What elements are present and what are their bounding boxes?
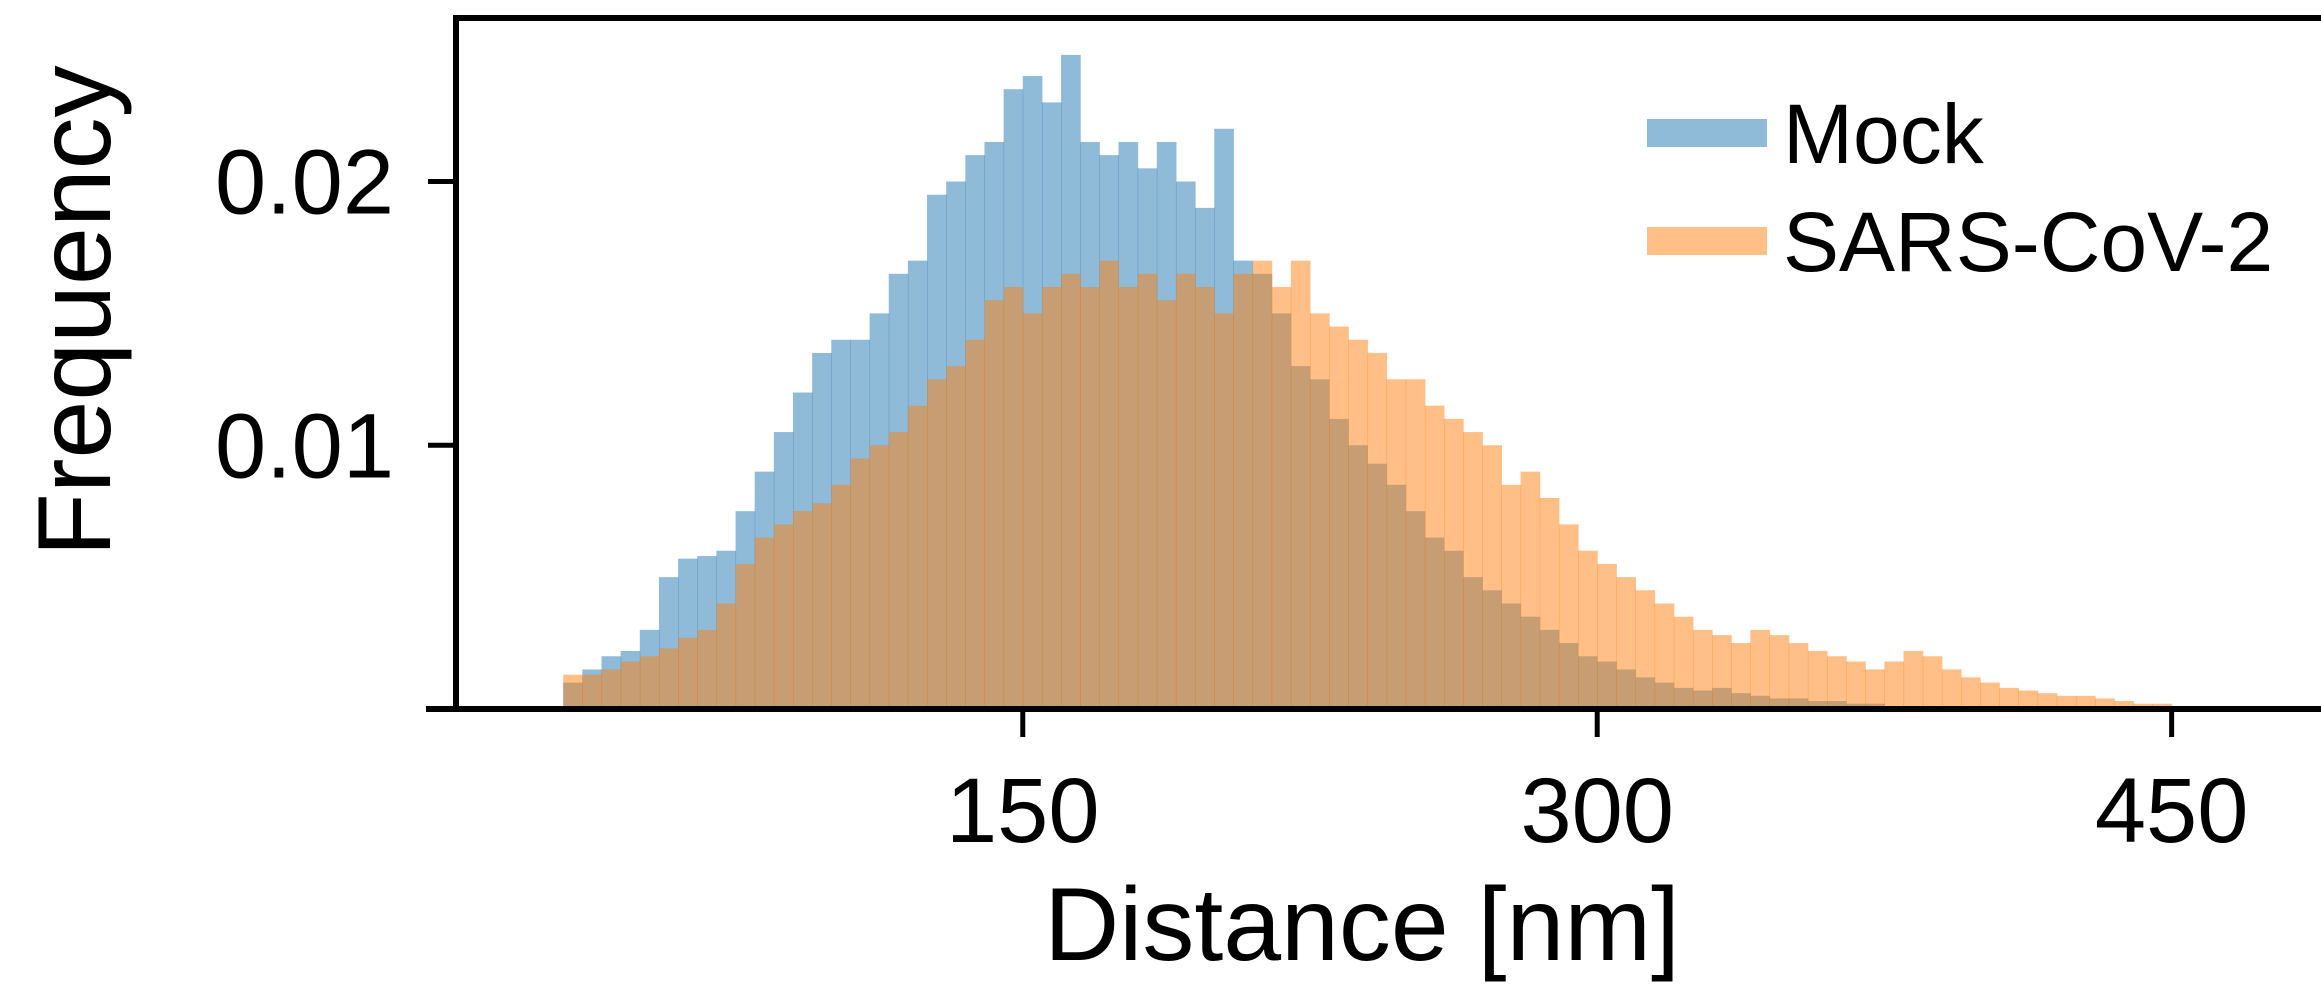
- histogram-bar: [1253, 261, 1273, 709]
- x-tick-label: 300: [1520, 760, 1674, 862]
- histogram-bar: [1080, 287, 1100, 709]
- histogram-bar: [1521, 472, 1541, 709]
- page: Distance [nm] Frequency 0.01 0.02 150 300 45…: [0, 0, 2321, 997]
- histogram-bar: [1540, 498, 1560, 709]
- histogram-bar: [1310, 313, 1330, 709]
- histogram-bar: [1961, 677, 1981, 709]
- histogram-bar: [716, 604, 736, 709]
- histogram-bar: [1348, 340, 1368, 709]
- histogram-bar: [870, 445, 890, 709]
- legend-swatch: [1647, 227, 1767, 255]
- x-tick-label: 150: [946, 760, 1100, 862]
- histogram-bar: [563, 675, 583, 709]
- histogram-bar: [984, 300, 1004, 709]
- histogram-bar: [1636, 590, 1656, 709]
- histogram-bar: [1616, 577, 1636, 709]
- histogram-bar: [582, 675, 602, 709]
- histogram-bar: [697, 630, 717, 709]
- histogram-bar: [678, 638, 698, 709]
- histogram-bar: [1387, 379, 1407, 709]
- histogram-bar: [1233, 274, 1253, 709]
- histogram-bar: [1042, 287, 1062, 709]
- histogram-bar: [1789, 643, 1809, 709]
- histogram-bar: [1712, 635, 1732, 709]
- histogram-bar: [965, 340, 985, 709]
- histogram-bar: [1406, 379, 1426, 709]
- histogram-bar: [1865, 669, 1885, 709]
- histogram-bar: [1559, 524, 1579, 709]
- histogram-bar: [1023, 313, 1043, 709]
- x-axis-label: Distance [nm]: [1044, 867, 1680, 983]
- histogram-bar: [793, 511, 813, 709]
- histogram-bar: [1463, 432, 1483, 709]
- histogram-bar: [1750, 630, 1770, 709]
- histogram-bar: [812, 503, 832, 709]
- histogram-bar: [1425, 406, 1445, 709]
- histogram-bar: [1138, 274, 1158, 709]
- histogram-bar: [1367, 353, 1387, 709]
- histogram-bar: [1693, 630, 1713, 709]
- y-axis-label: Frequency: [17, 65, 133, 556]
- histogram-bar: [1214, 313, 1234, 709]
- histogram-bar: [1099, 261, 1119, 709]
- histogram-bar: [755, 538, 775, 709]
- histogram-bar: [1061, 274, 1081, 709]
- chart: Distance [nm] Frequency 0.01 0.02 150 300 45…: [0, 0, 2321, 997]
- histogram-bar: [1272, 287, 1292, 709]
- histogram-bar: [1999, 688, 2019, 709]
- histogram-bar: [1501, 485, 1521, 709]
- histogram-bar: [1674, 617, 1694, 709]
- histogram-bar: [640, 656, 660, 709]
- histogram-bar: [1329, 327, 1349, 709]
- histogram-bar: [1770, 635, 1790, 709]
- histogram-bar: [889, 432, 909, 709]
- histogram-bar: [1119, 287, 1139, 709]
- y-tick-label: 0.02: [215, 132, 394, 234]
- legend-swatch: [1647, 119, 1767, 147]
- histogram-bar: [1597, 564, 1617, 709]
- y-tick-label: 0.01: [215, 395, 394, 497]
- histogram-bar: [774, 524, 794, 709]
- x-tick-label: 450: [2095, 760, 2249, 862]
- histogram-bar: [1827, 656, 1847, 709]
- histogram-bar: [1004, 287, 1024, 709]
- histogram-bar: [831, 485, 851, 709]
- legend-label: SARS-CoV-2: [1783, 195, 2273, 289]
- histogram-bar: [602, 669, 622, 709]
- histogram-bar: [1846, 662, 1866, 709]
- histogram-bar: [908, 406, 928, 709]
- histogram-bar: [1808, 651, 1828, 709]
- histogram-bar: [1980, 683, 2000, 709]
- histogram-bar: [1578, 551, 1598, 709]
- histogram-bar: [1942, 669, 1962, 709]
- histogram-bar: [659, 648, 679, 709]
- histogram-bar: [1923, 656, 1943, 709]
- histogram-bar: [1195, 287, 1215, 709]
- histogram-bar: [1904, 651, 1924, 709]
- histogram-bar: [946, 366, 966, 709]
- histogram-bar: [1444, 419, 1464, 709]
- histogram-bar: [1884, 662, 1904, 709]
- histogram-bar: [927, 379, 947, 709]
- histogram-bar: [1482, 445, 1502, 709]
- histogram-bar: [621, 662, 641, 709]
- histogram-bar: [1731, 643, 1751, 709]
- histogram-bar: [1157, 300, 1177, 709]
- histogram-bar: [736, 564, 756, 709]
- histogram-bar: [850, 458, 870, 709]
- histogram-bar: [1291, 261, 1311, 709]
- histogram-bar: [1655, 604, 1675, 709]
- histogram-bar: [1176, 274, 1196, 709]
- legend-label: Mock: [1783, 87, 1985, 181]
